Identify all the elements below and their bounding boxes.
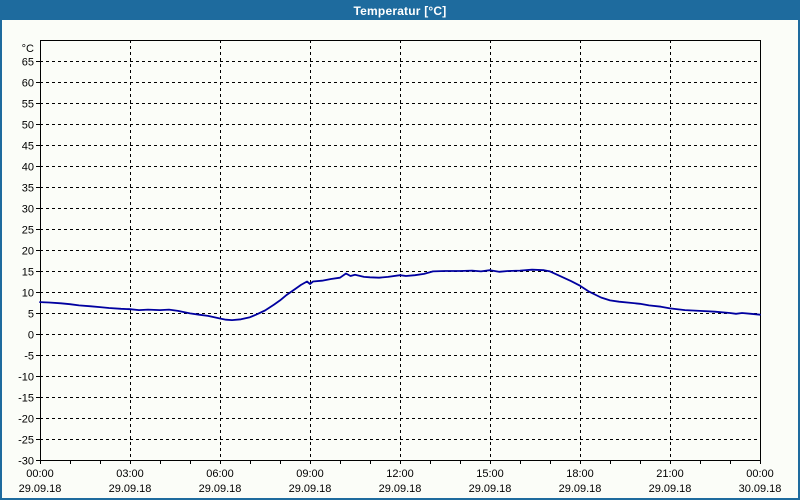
x-tick-time-label: 09:00 [296, 468, 324, 480]
x-tick-time-label: 21:00 [656, 468, 684, 480]
x-tick-date-label: 29.09.18 [469, 483, 512, 495]
y-tick-label: 0 [28, 330, 34, 342]
y-tick-label: 45 [22, 141, 34, 153]
x-tick-date-label: 29.09.18 [559, 483, 602, 495]
y-tick-label: 35 [22, 183, 34, 195]
y-tick-label: -10 [18, 372, 34, 384]
y-tick-label: 50 [22, 120, 34, 132]
x-tick-date-label: 29.09.18 [649, 483, 692, 495]
x-tick-date-label: 29.09.18 [109, 483, 152, 495]
y-tick-label: 25 [22, 225, 34, 237]
x-tick-date-label: 29.09.18 [19, 483, 62, 495]
y-tick-label: 55 [22, 99, 34, 111]
x-tick-date-label: 29.09.18 [199, 483, 242, 495]
y-tick-label: 65 [22, 57, 34, 69]
y-tick-label: 5 [28, 309, 34, 321]
y-tick-label: 15 [22, 267, 34, 279]
y-tick-label: 20 [22, 246, 34, 258]
x-tick-time-label: 00:00 [26, 468, 54, 480]
y-tick-label: 10 [22, 288, 34, 300]
window-title: Temperatur [°C] [353, 4, 447, 18]
y-tick-label: 30 [22, 204, 34, 216]
x-tick-time-label: 15:00 [476, 468, 504, 480]
temperature-line [39, 268, 761, 322]
x-tick-time-label: 18:00 [566, 468, 594, 480]
x-tick-date-label: 29.09.18 [289, 483, 332, 495]
y-axis-unit-label: °C [22, 43, 34, 55]
x-tick-date-label: 29.09.18 [379, 483, 422, 495]
y-tick-label: -5 [24, 351, 34, 363]
x-tick-time-label: 12:00 [386, 468, 414, 480]
x-tick-date-label: 30.09.18 [739, 483, 782, 495]
y-tick-label: -20 [18, 414, 34, 426]
y-tick-label: 40 [22, 162, 34, 174]
y-tick-label: 60 [22, 78, 34, 90]
y-tick-label: -30 [18, 456, 34, 468]
x-tick-time-label: 03:00 [116, 468, 144, 480]
window-titlebar[interactable]: Temperatur [°C] [2, 2, 798, 20]
x-tick-time-label: 00:00 [746, 468, 774, 480]
x-tick-time-label: 06:00 [206, 468, 234, 480]
y-tick-label: -25 [18, 435, 34, 447]
y-tick-label: -15 [18, 393, 34, 405]
